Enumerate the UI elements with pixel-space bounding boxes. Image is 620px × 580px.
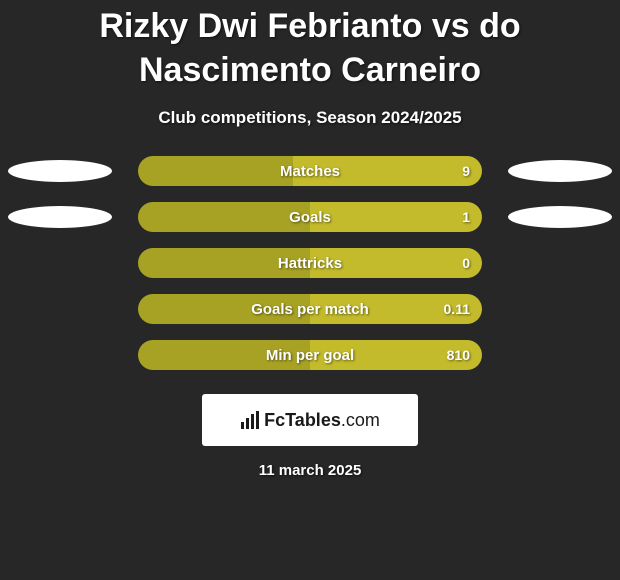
bar-label: Goals per match	[138, 294, 482, 324]
bar-right-value: 0	[462, 248, 470, 278]
bar-track: Matches9	[138, 156, 482, 186]
comparison-row: Hattricks0	[0, 248, 620, 278]
left-value-pill	[8, 160, 112, 182]
right-value-pill	[508, 160, 612, 182]
comparison-row: Goals per match0.11	[0, 294, 620, 324]
logo-text: FcTables.com	[264, 410, 380, 431]
bar-right-value: 1	[462, 202, 470, 232]
comparison-row: Min per goal810	[0, 340, 620, 370]
date-text: 11 march 2025	[0, 462, 620, 479]
comparison-row: Goals1	[0, 202, 620, 232]
bar-label: Min per goal	[138, 340, 482, 370]
left-value-pill	[8, 206, 112, 228]
logo-suffix: .com	[341, 410, 380, 430]
comparison-row: Matches9	[0, 156, 620, 186]
bar-label: Matches	[138, 156, 482, 186]
bar-right-value: 810	[447, 340, 470, 370]
page-title: Rizky Dwi Febrianto vs do Nascimento Car…	[0, 0, 620, 92]
bar-track: Hattricks0	[138, 248, 482, 278]
right-value-pill	[508, 206, 612, 228]
logo-box: FcTables.com	[202, 394, 418, 446]
bar-label: Hattricks	[138, 248, 482, 278]
bar-label: Goals	[138, 202, 482, 232]
bar-right-value: 9	[462, 156, 470, 186]
bar-track: Goals1	[138, 202, 482, 232]
bar-right-value: 0.11	[444, 294, 470, 324]
comparison-rows: Matches9Goals1Hattricks0Goals per match0…	[0, 156, 620, 370]
bar-track: Goals per match0.11	[138, 294, 482, 324]
logo-brand: FcTables	[264, 410, 341, 430]
subtitle: Club competitions, Season 2024/2025	[0, 108, 620, 128]
bars-icon	[240, 411, 260, 429]
bar-track: Min per goal810	[138, 340, 482, 370]
